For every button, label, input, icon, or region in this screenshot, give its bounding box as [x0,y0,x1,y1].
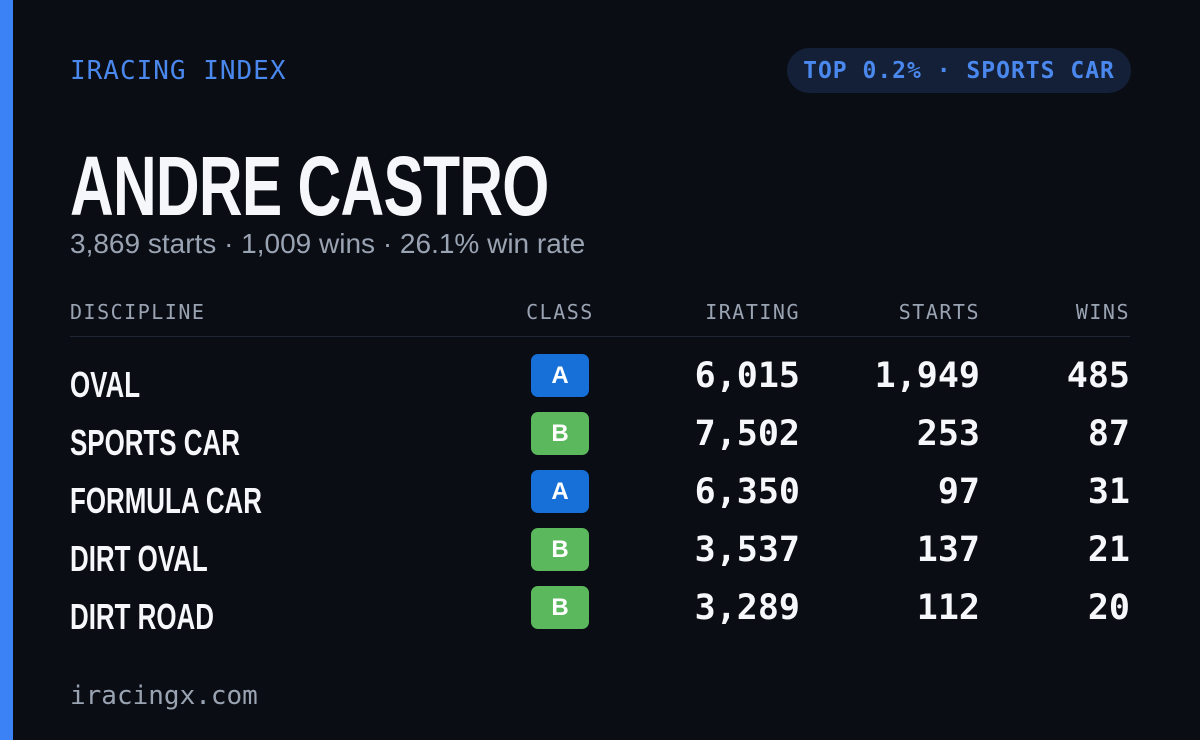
class-badge: A [531,354,589,397]
player-name: ANDRE CASTRO [70,139,549,233]
column-header: WINS [1075,300,1130,324]
brand: IRACING INDEX [70,56,287,86]
class-badge: B [531,412,589,455]
starts: 1,949 [874,356,980,396]
column-header: DISCIPLINE [70,300,206,324]
table-row: SPORTS CAR B 7,502 253 87 [0,412,1200,470]
table-row: FORMULA CAR A 6,350 97 31 [0,470,1200,528]
wins: 21 [1087,530,1130,570]
discipline: FORMULA CAR [70,480,262,521]
irating: 3,537 [694,530,800,570]
wins: 20 [1087,588,1130,628]
irating: 3,289 [694,588,800,628]
starts: 137 [916,530,980,570]
table-row: DIRT ROAD B 3,289 112 20 [0,586,1200,644]
table-row: OVAL A 6,015 1,949 485 [0,354,1200,412]
starts: 97 [937,472,980,512]
irating: 6,015 [694,356,800,396]
irating: 6,350 [694,472,800,512]
discipline: OVAL [70,364,141,405]
rank-badge: TOP 0.2% · SPORTS CAR [787,48,1131,93]
column-header: IRATING [705,300,800,324]
wins: 485 [1066,356,1130,396]
starts: 253 [916,414,980,454]
accent-bar [0,0,13,740]
discipline: DIRT ROAD [70,596,214,637]
class-badge: A [531,470,589,513]
irating: 7,502 [694,414,800,454]
starts: 112 [916,588,980,628]
discipline: DIRT OVAL [70,538,208,579]
footer-site: iracingx.com [70,681,258,711]
table-row: DIRT OVAL B 3,537 137 21 [0,528,1200,586]
wins: 31 [1087,472,1130,512]
discipline: SPORTS CAR [70,422,240,463]
column-header: STARTS [898,300,980,324]
class-badge: B [531,586,589,629]
player-summary: 3,869 starts · 1,009 wins · 26.1% win ra… [70,228,586,259]
wins: 87 [1087,414,1130,454]
column-header: CLASS [526,300,594,324]
divider [70,336,1130,337]
class-badge: B [531,528,589,571]
